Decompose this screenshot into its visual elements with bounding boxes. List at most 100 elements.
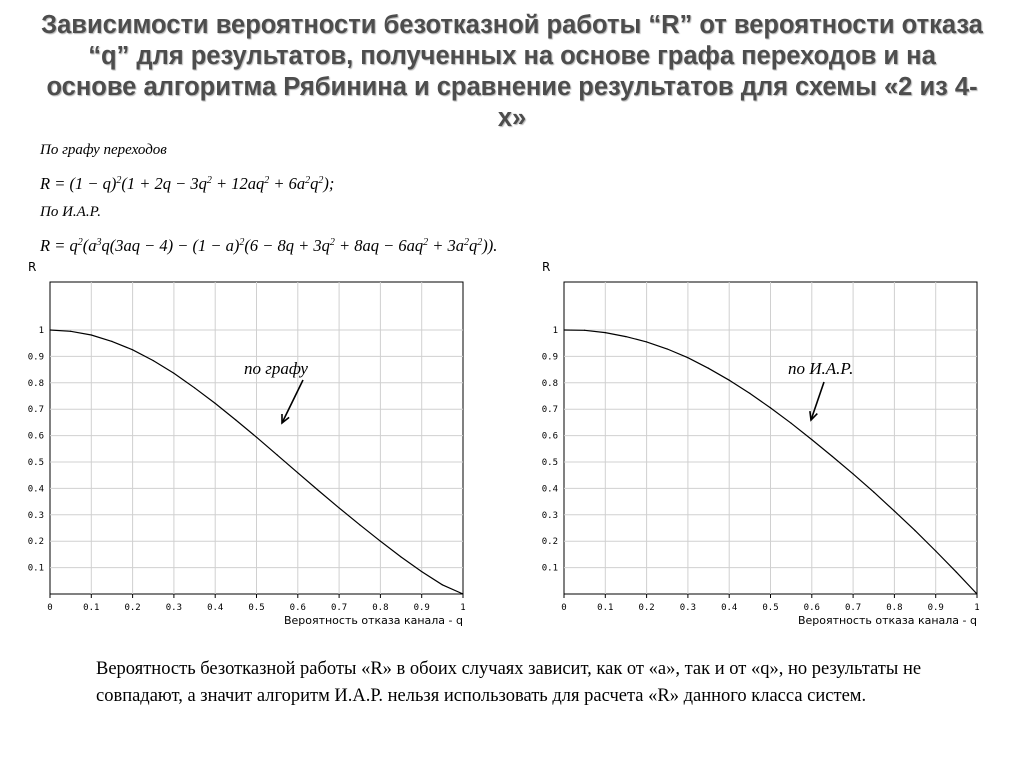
y-tick-label: 0.2 — [28, 537, 44, 547]
y-tick-label: 0.8 — [542, 379, 558, 389]
data-point — [173, 372, 175, 374]
iar-formula: R = q2(a3q(3aq − 4) − (1 − a)2(6 − 8q + … — [40, 236, 498, 255]
data-point — [359, 524, 361, 526]
data-point — [769, 407, 772, 409]
data-point — [584, 329, 586, 331]
data-point — [379, 540, 381, 542]
data-point — [214, 402, 216, 404]
data-point — [235, 419, 237, 421]
y-tick-label: 0.1 — [542, 564, 558, 574]
y-tick-label: 0.9 — [28, 352, 44, 362]
x-tick-label: 0.6 — [804, 603, 820, 613]
y-tick-label: 1 — [39, 326, 44, 336]
x-tick-label: 0.5 — [762, 603, 778, 613]
y-tick-label: 0.1 — [28, 564, 44, 574]
x-axis-label: Вероятность отказа канала - q — [284, 614, 463, 627]
annotation-arrow-head — [809, 411, 818, 422]
x-tick-label: 0.9 — [414, 603, 430, 613]
chart-by-graph: 0 0.1 0.2 0.3 0.4 0.5 0.6 0.7 0.8 0.9 1 0.1 0.2 0.3 0.… — [18, 258, 478, 630]
annotation-arrow-shaft — [810, 381, 825, 421]
y-tick-label: 0.7 — [542, 405, 558, 415]
data-point — [852, 473, 854, 475]
x-tick-label: 0.2 — [124, 603, 140, 613]
data-point — [462, 593, 464, 595]
x-tick-label: 0.8 — [886, 603, 902, 613]
conclusion-text: Вероятность безотказной работы «R» в обо… — [96, 659, 922, 706]
chart-by-graph-svg: 0 0.1 0.2 0.3 0.4 0.5 0.6 0.7 0.8 0.9 1 0.1 0.2 0.3 0.… — [28, 260, 466, 627]
annotation-arrow-shaft — [281, 379, 304, 424]
data-point — [749, 392, 751, 394]
data-point — [132, 349, 134, 351]
data-point — [935, 550, 937, 552]
y-tick-label: 0.8 — [28, 379, 44, 389]
data-point — [90, 334, 92, 336]
data-point — [49, 329, 51, 331]
data-point — [728, 379, 730, 381]
y-tick-label: 1 — [553, 326, 558, 336]
x-tick-label: 0.7 — [845, 603, 861, 613]
data-point — [276, 454, 278, 456]
data-point — [255, 436, 258, 438]
data-point — [111, 340, 113, 342]
y-tick-label: 0.7 — [28, 405, 44, 415]
y-tick-label: 0.4 — [542, 484, 558, 494]
y-tick-label: 0.5 — [28, 458, 44, 468]
data-point — [707, 367, 710, 369]
y-tick-label: 0.5 — [542, 458, 558, 468]
y-axis-label: R — [542, 260, 550, 274]
data-point — [317, 489, 320, 492]
chart-by-iar-svg: 0 0.1 0.2 0.3 0.4 0.5 0.6 0.7 0.8 0.9 1 0.1 0.2 0.3 0.… — [542, 260, 980, 627]
y-tick-label: 0.3 — [542, 511, 558, 521]
annotation-arrow-head — [281, 414, 290, 425]
y-tick-label: 0.6 — [542, 432, 558, 442]
data-point — [790, 422, 792, 424]
data-point — [687, 357, 689, 359]
data-point — [831, 455, 834, 458]
data-point — [441, 584, 443, 586]
x-tick-label: 0.4 — [207, 603, 223, 613]
iar-method-label: По И.А.Р. — [40, 204, 101, 220]
chart-by-iar: 0 0.1 0.2 0.3 0.4 0.5 0.6 0.7 0.8 0.9 1 0.1 0.2 0.3 0.… — [532, 258, 992, 630]
data-point — [893, 510, 895, 512]
data-point — [421, 570, 423, 573]
x-tick-label: 1 — [974, 603, 979, 613]
data-point — [297, 472, 299, 474]
x-tick-label: 0.2 — [638, 603, 654, 613]
x-tick-label: 0.6 — [290, 603, 306, 613]
x-tick-label: 0.1 — [597, 603, 613, 613]
data-point — [604, 332, 606, 334]
x-tick-label: 0.5 — [248, 603, 264, 613]
data-point — [646, 341, 648, 343]
x-tick-label: 0.8 — [372, 603, 388, 613]
graph-method-label: По графу переходов — [40, 142, 167, 158]
y-axis-label: R — [28, 260, 36, 274]
x-tick-label: 0.1 — [83, 603, 99, 613]
y-tick-label: 0.3 — [28, 511, 44, 521]
data-point — [976, 593, 978, 595]
x-tick-label: 0.7 — [331, 603, 347, 613]
x-tick-label: 0.3 — [680, 603, 696, 613]
graph-formula: R = (1 − q)2(1 + 2q − 3q2 + 12aq2 + 6a2q… — [40, 174, 335, 193]
data-point — [955, 571, 957, 573]
y-tick-label: 0.9 — [542, 352, 558, 362]
x-tick-label: 0.3 — [166, 603, 182, 613]
x-tick-label: 0 — [561, 603, 566, 613]
data-point — [563, 329, 565, 331]
data-point — [873, 491, 875, 493]
y-tick-label: 0.6 — [28, 432, 44, 442]
data-point — [400, 556, 402, 558]
x-tick-label: 0.9 — [928, 603, 944, 613]
annotation-label: по графу — [244, 359, 308, 378]
data-point — [338, 507, 340, 509]
x-axis-label: Вероятность отказа канала - q — [798, 614, 977, 627]
data-point — [666, 348, 668, 350]
x-tick-label: 1 — [460, 603, 465, 613]
data-point — [811, 438, 813, 441]
page-title: Зависимости вероятности безотказной рабо… — [41, 11, 983, 132]
data-point — [625, 336, 627, 338]
data-point — [70, 330, 72, 332]
annotation-label: по И.А.Р. — [788, 359, 853, 378]
y-tick-label: 0.4 — [28, 484, 44, 494]
y-tick-label: 0.2 — [542, 537, 558, 547]
x-tick-label: 0.4 — [721, 603, 737, 613]
